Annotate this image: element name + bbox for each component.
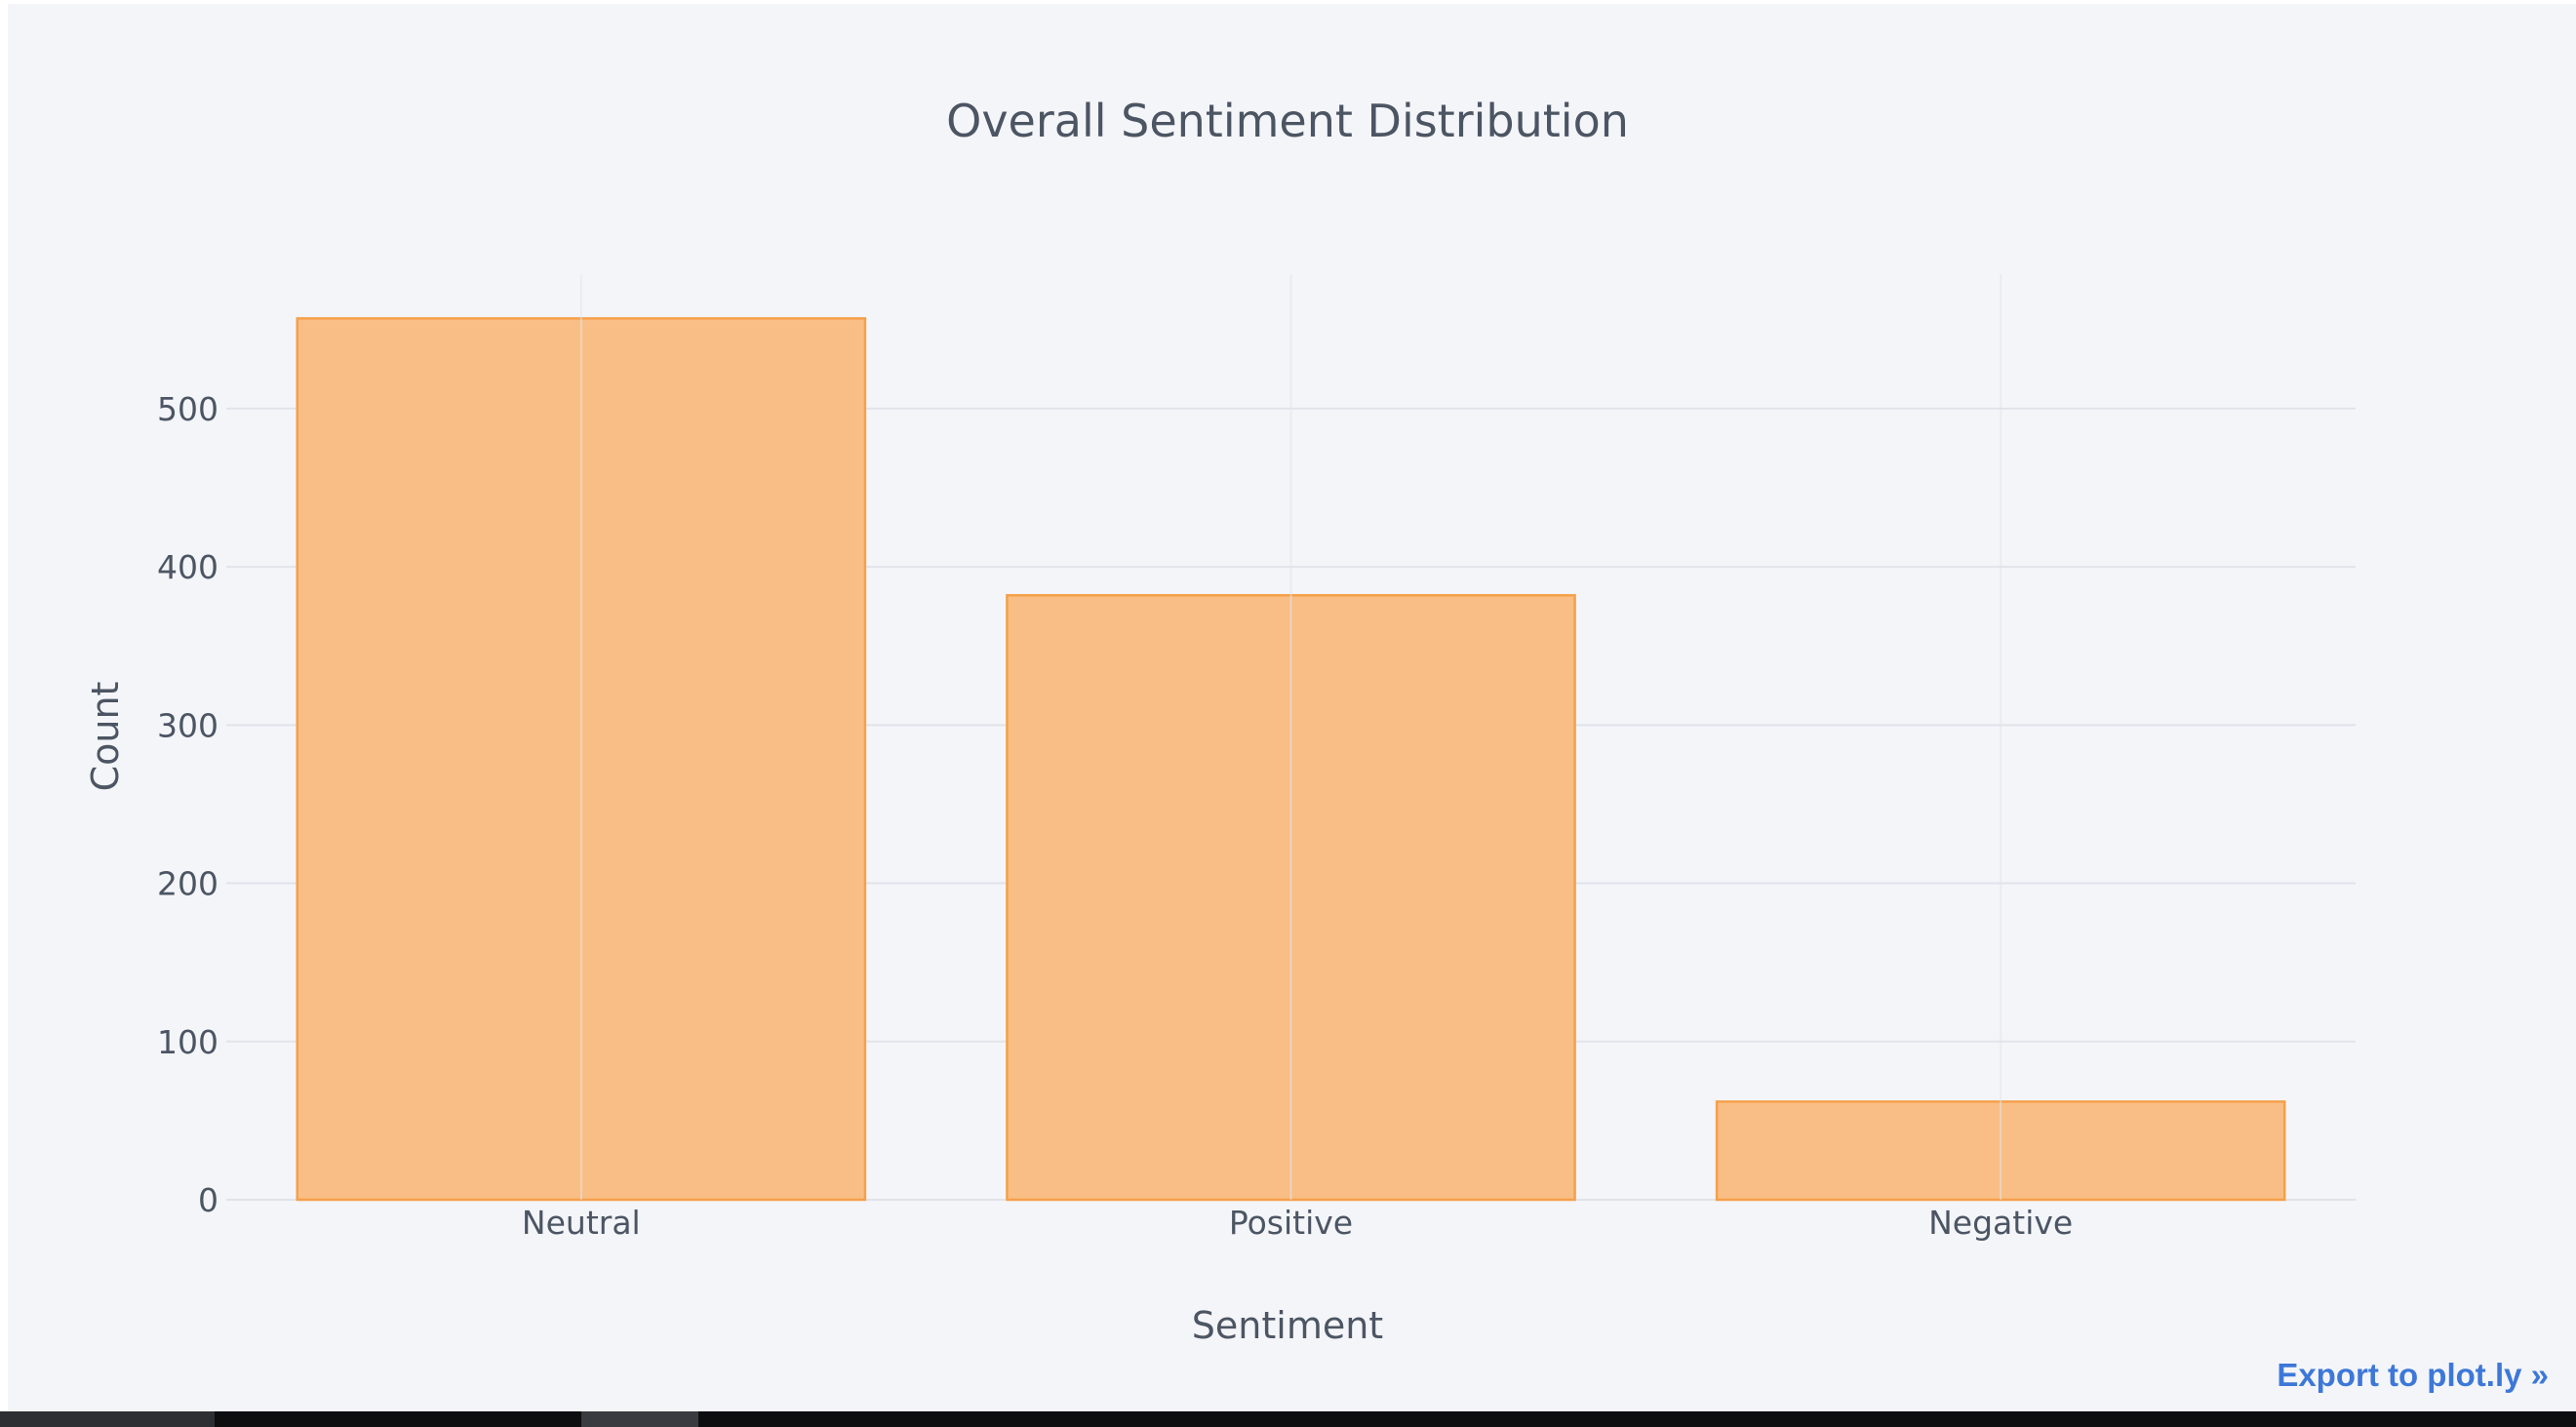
bottom-scrollbar[interactable] [0, 1411, 2576, 1427]
x-tick-label: Positive [1229, 1204, 1353, 1242]
x-tick-label: Negative [1928, 1204, 2073, 1242]
export-to-plotly-link[interactable]: Export to plot.ly » [2277, 1357, 2549, 1393]
chart-title: Overall Sentiment Distribution [946, 95, 1629, 147]
y-tick-label: 300 [157, 706, 218, 744]
y-tick-label: 200 [157, 865, 218, 903]
y-tick-label: 0 [198, 1181, 218, 1219]
x-tick-label: Neutral [522, 1204, 641, 1242]
y-axis-label: Count [84, 682, 127, 792]
x-axis-label: Sentiment [1192, 1304, 1383, 1347]
y-tick-label: 400 [157, 548, 218, 586]
y-tick-labels: 0 100 200 300 400 500 [157, 390, 218, 1219]
x-tick-labels: Neutral Positive Negative [522, 1204, 2073, 1242]
y-tick-label: 500 [157, 390, 218, 428]
y-tick-label: 100 [157, 1023, 218, 1061]
vertical-grid-lines [579, 274, 2002, 1200]
